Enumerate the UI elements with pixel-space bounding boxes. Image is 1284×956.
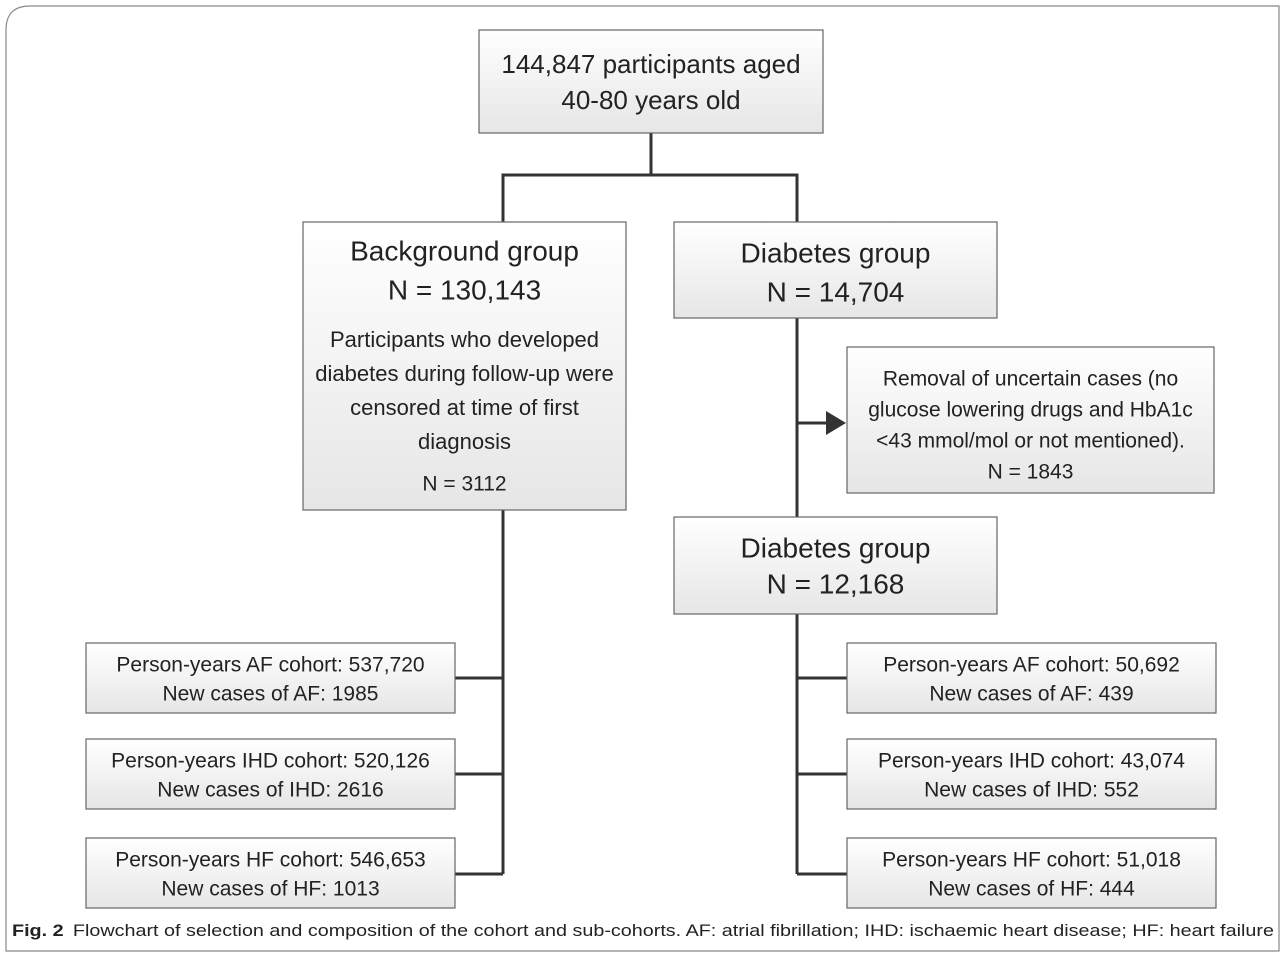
node-box xyxy=(85,642,456,714)
node-box xyxy=(846,837,1217,909)
node-text: Person-years IHD cohort: 520,126 xyxy=(111,750,430,773)
node-text: New cases of IHD: 2616 xyxy=(157,779,383,802)
node-box xyxy=(673,516,998,615)
figure-frame xyxy=(5,5,1280,952)
node-text: censored at time of first xyxy=(350,395,579,420)
caption-label: Fig. 2 xyxy=(12,921,64,940)
node-text: New cases of AF: 439 xyxy=(929,683,1133,706)
node-text: <43 mmol/mol or not mentioned). xyxy=(876,430,1185,453)
node-text: Person-years HF cohort: 51,018 xyxy=(882,849,1181,872)
node-box xyxy=(673,221,998,319)
node-text: N = 12,168 xyxy=(767,568,905,599)
node-text: Person-years AF cohort: 537,720 xyxy=(116,654,424,677)
node-text: New cases of HF: 444 xyxy=(928,878,1135,901)
node-text: Person-years AF cohort: 50,692 xyxy=(883,654,1180,677)
node-text: N = 130,143 xyxy=(388,274,541,305)
node-box xyxy=(85,738,456,810)
node-box xyxy=(846,642,1217,714)
node-box xyxy=(846,346,1215,494)
caption-text: Flowchart of selection and composition o… xyxy=(73,921,1274,940)
node-text: Removal of uncertain cases (no xyxy=(883,368,1178,391)
node-box xyxy=(478,29,824,134)
node-text: New cases of IHD: 552 xyxy=(924,779,1139,802)
node-text: N = 14,704 xyxy=(767,276,905,307)
connectors xyxy=(455,133,847,876)
node-text: New cases of AF: 1985 xyxy=(163,683,379,706)
node-text: glucose lowering drugs and HbA1c xyxy=(868,399,1193,422)
node-text: 40-80 years old xyxy=(561,85,740,115)
node-text: N = 3112 xyxy=(422,473,506,496)
arrow-head xyxy=(826,411,846,435)
node-text: Diabetes group xyxy=(741,532,931,563)
node-text: Person-years HF cohort: 546,653 xyxy=(115,849,426,872)
node-box xyxy=(85,837,456,909)
node-text: Participants who developed xyxy=(330,327,599,352)
node-text: Diabetes group xyxy=(741,237,931,268)
node-box xyxy=(302,221,627,511)
node-box xyxy=(846,738,1217,810)
node-text: Background group xyxy=(350,235,579,266)
node-text: New cases of HF: 1013 xyxy=(161,878,379,901)
node-text: N = 1843 xyxy=(988,461,1074,484)
node-text: diabetes during follow-up were xyxy=(315,361,613,386)
connector xyxy=(501,173,799,222)
caption: Fig. 2 Flowchart of selection and composi… xyxy=(12,921,1274,940)
node-text: diagnosis xyxy=(418,429,511,454)
node-text: 144,847 participants aged xyxy=(501,49,800,79)
node-text: Person-years IHD cohort: 43,074 xyxy=(878,750,1185,773)
